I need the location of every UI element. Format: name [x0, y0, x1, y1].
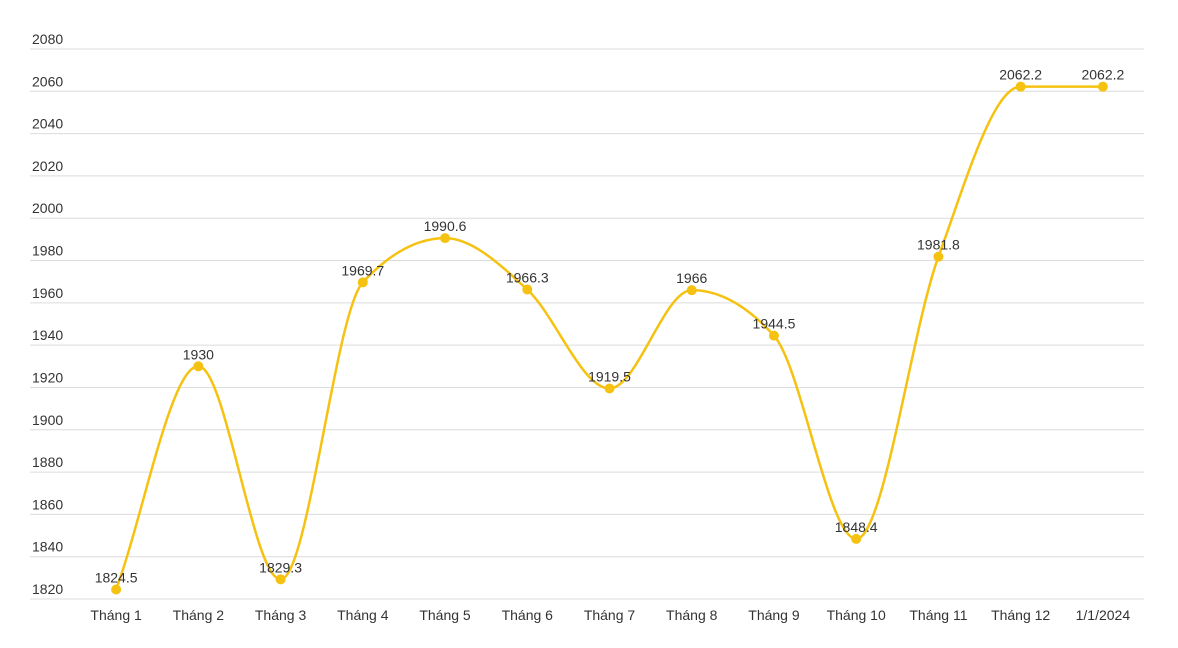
- data-label: 1829.3: [259, 559, 302, 575]
- point: [604, 383, 615, 394]
- data-label: 1966.3: [506, 270, 549, 286]
- y-tick-label: 1960: [32, 285, 63, 301]
- data-label: 1824.5: [95, 569, 138, 585]
- y-tick-label: 1840: [32, 539, 63, 555]
- x-tick-label: Tháng 11: [909, 607, 967, 623]
- point: [193, 361, 204, 372]
- y-tick-label: 1920: [32, 369, 63, 385]
- x-tick-label: Tháng 10: [827, 607, 886, 623]
- line: [114, 85, 1103, 590]
- x-tick-label: Tháng 7: [584, 607, 636, 623]
- point: [933, 251, 944, 262]
- point: [275, 574, 286, 585]
- data-label: 1848.4: [835, 519, 878, 535]
- y-tick-label: 2040: [32, 116, 63, 132]
- y-tick-label: 2080: [32, 31, 63, 47]
- x-tick-label: Tháng 4: [337, 607, 389, 623]
- point: [768, 330, 779, 341]
- data-label: 1969.7: [341, 262, 384, 278]
- x-tick-label: 1/1/2024: [1076, 607, 1131, 623]
- data-label: 2062.2: [999, 67, 1042, 83]
- point: [357, 277, 368, 288]
- data-label: 1930: [183, 346, 214, 362]
- point: [111, 584, 122, 595]
- y-tick-label: 1820: [32, 581, 63, 597]
- x-tick-label: Tháng 1: [90, 607, 142, 623]
- point: [440, 233, 451, 244]
- y-tick-label: 2060: [32, 73, 63, 89]
- data-label: 1990.6: [424, 218, 467, 234]
- x-tick-label: Tháng 9: [748, 607, 800, 623]
- point: [686, 285, 697, 296]
- data-label: 2062.2: [1081, 67, 1124, 83]
- data-label: 1966: [676, 270, 707, 286]
- point: [1015, 81, 1026, 92]
- y-tick-label: 1880: [32, 454, 63, 470]
- y-tick-label: 2000: [32, 200, 63, 216]
- x-tick-label: Tháng 5: [419, 607, 471, 623]
- data-label: 1944.5: [753, 316, 796, 332]
- x-tick-label: Tháng 12: [991, 607, 1050, 623]
- y-tick-label: 1980: [32, 243, 63, 259]
- data-label: 1981.8: [917, 237, 960, 253]
- y-tick-label: 1860: [32, 496, 63, 512]
- y-tick-label: 1900: [32, 412, 63, 428]
- point: [1097, 81, 1108, 92]
- y-tick-label: 1940: [32, 327, 63, 343]
- x-tick-label: Tháng 8: [666, 607, 718, 623]
- y-tick-label: 2020: [32, 158, 63, 174]
- x-tick-label: Tháng 3: [255, 607, 307, 623]
- point: [522, 284, 533, 295]
- x-tick-label: Tháng 2: [173, 607, 225, 623]
- data-label: 1919.5: [588, 369, 631, 385]
- point: [851, 533, 862, 544]
- x-tick-label: Tháng 6: [502, 607, 554, 623]
